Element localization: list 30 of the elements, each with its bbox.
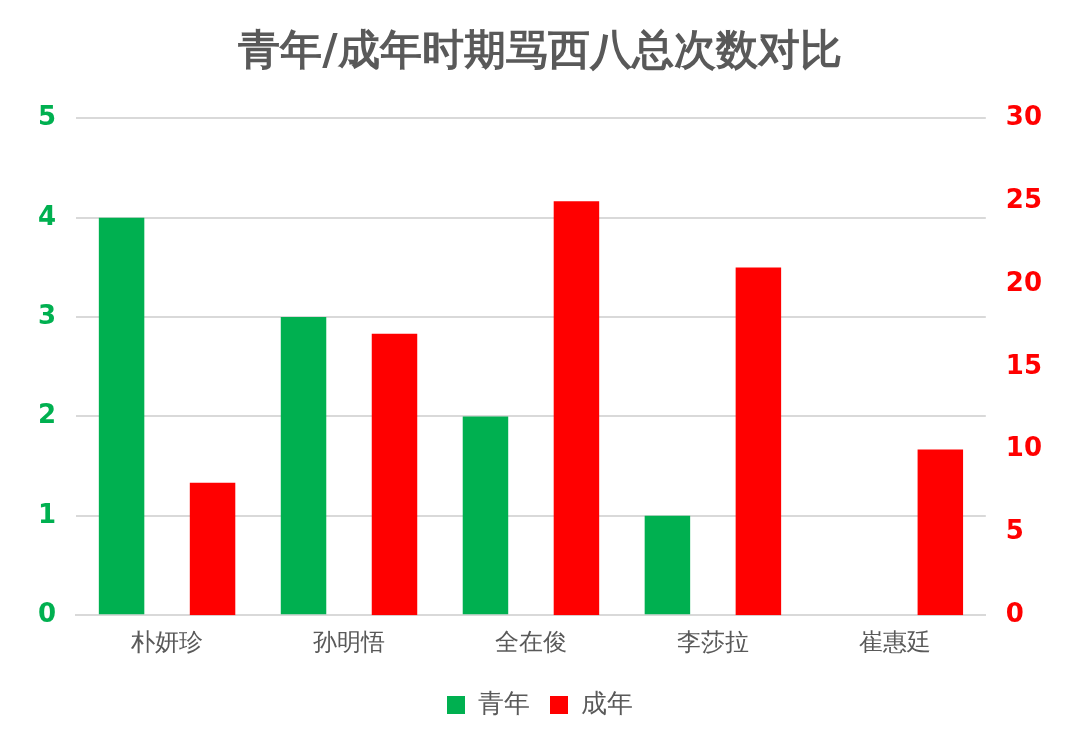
bar bbox=[189, 482, 236, 616]
y-tick-label: 4 bbox=[38, 200, 57, 231]
y-tick-label: 1 bbox=[38, 498, 57, 529]
y-tick-label: 3 bbox=[38, 299, 57, 330]
y2-tick-label: 10 bbox=[1005, 432, 1043, 463]
bar bbox=[371, 333, 418, 616]
x-tick-label: 全在俊 bbox=[494, 627, 567, 656]
legend-label: 成年 bbox=[581, 687, 633, 718]
bar bbox=[917, 449, 964, 616]
x-tick-label: 孙明悟 bbox=[313, 627, 386, 656]
x-tick-label: 李莎拉 bbox=[676, 627, 749, 656]
y2-tick-label: 15 bbox=[1005, 349, 1043, 380]
y2-tick-label: 20 bbox=[1005, 266, 1043, 297]
bar bbox=[644, 515, 691, 615]
y2-tick-label: 25 bbox=[1005, 183, 1043, 214]
x-tick-label: 朴妍珍 bbox=[130, 627, 204, 656]
y-tick-label: 5 bbox=[38, 101, 57, 132]
bar bbox=[462, 416, 509, 615]
chart-title: 青年/成年时期骂西八总次数对比 bbox=[237, 25, 842, 75]
bar bbox=[553, 201, 600, 616]
bar bbox=[280, 317, 327, 615]
y2-tick-label: 5 bbox=[1005, 515, 1024, 546]
legend-label: 青年 bbox=[478, 687, 530, 718]
y2-tick-label: 0 bbox=[1005, 597, 1024, 628]
bar bbox=[735, 267, 782, 616]
bar bbox=[98, 217, 145, 615]
y-tick-label: 2 bbox=[38, 399, 57, 430]
x-tick-label: 崔惠廷 bbox=[858, 627, 931, 656]
y-tick-label: 0 bbox=[38, 597, 57, 628]
y2-tick-label: 30 bbox=[1005, 101, 1043, 132]
